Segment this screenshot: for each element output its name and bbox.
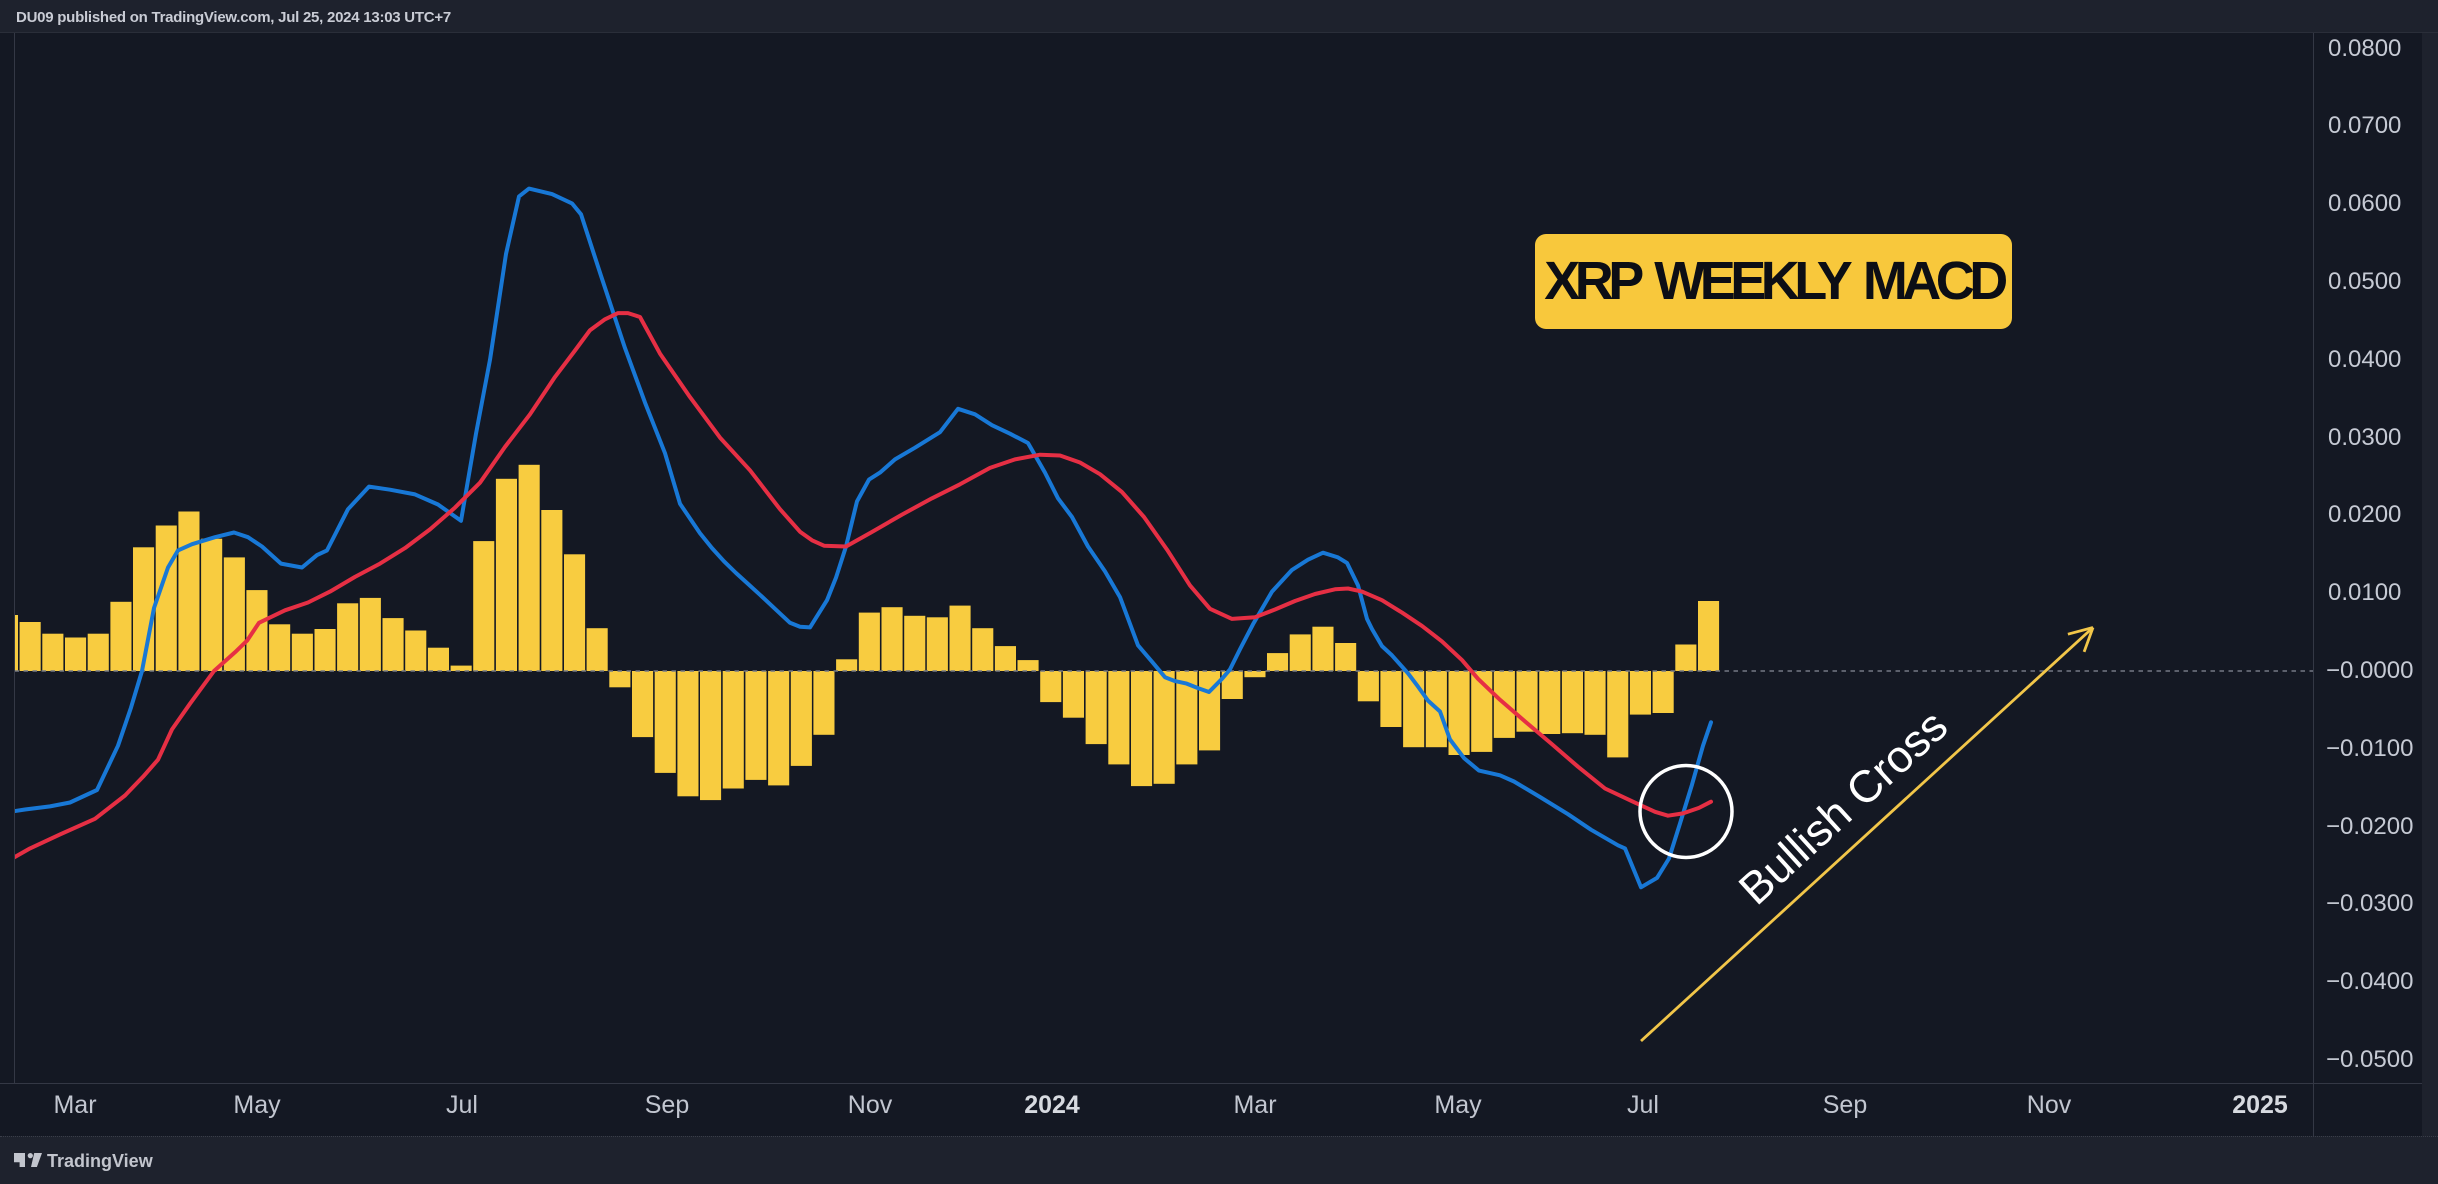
svg-text:Bullish Cross: Bullish Cross <box>1729 700 1957 915</box>
